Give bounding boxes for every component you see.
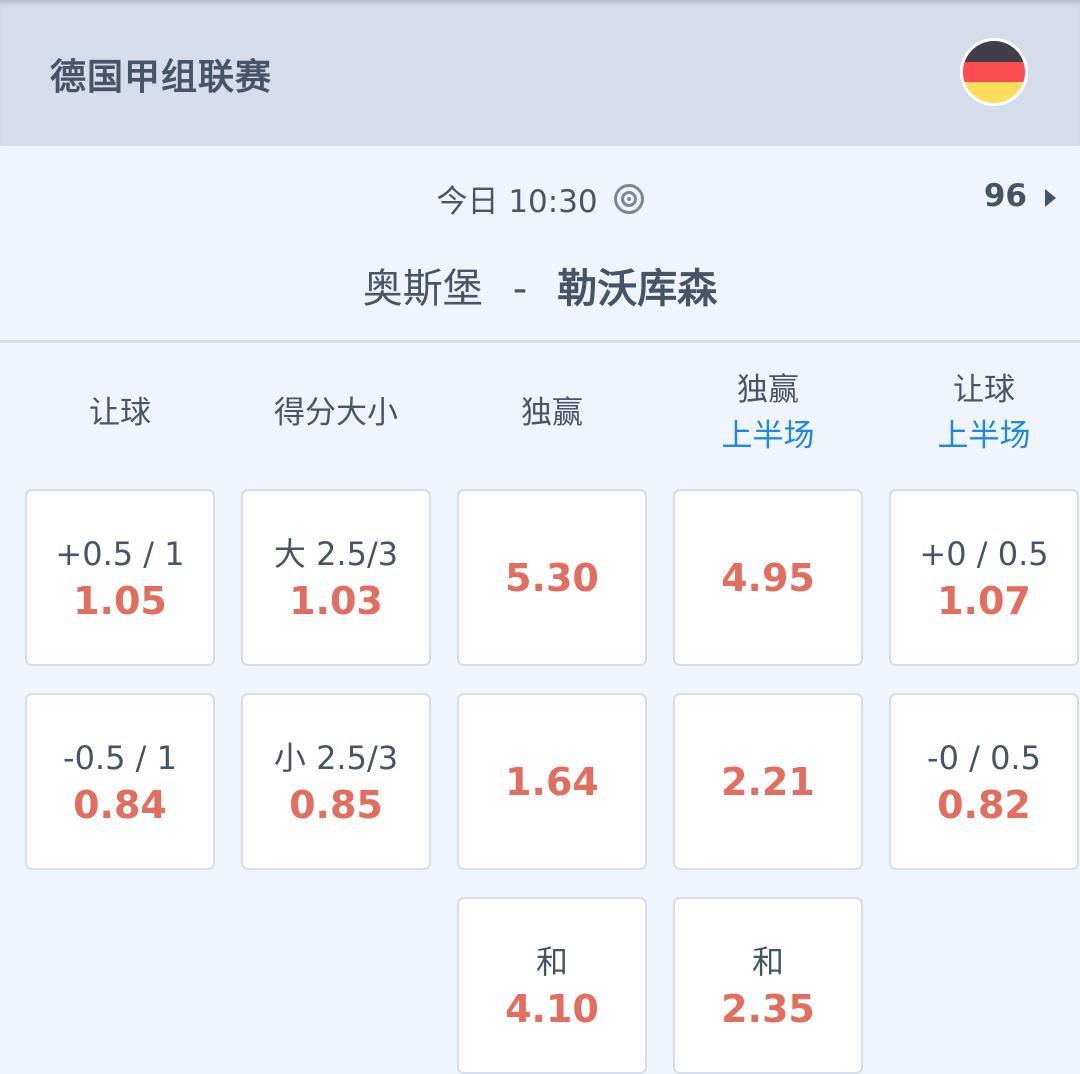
- home-team: 奥斯堡: [362, 266, 483, 312]
- team-separator: -: [512, 266, 528, 312]
- odds-line: 大 2.5/3: [273, 534, 399, 573]
- live-target-icon: [613, 183, 644, 214]
- odds-line: +0.5 / 1: [55, 534, 185, 573]
- odds-button[interactable]: 小 2.5/3 0.85: [241, 693, 431, 870]
- odds-line: -0 / 0.5: [927, 738, 1041, 777]
- odds-button[interactable]: 和 2.35: [673, 897, 863, 1074]
- odds-value: 1.05: [73, 578, 167, 623]
- league-title: 德国甲组联赛: [50, 57, 273, 98]
- odds-button[interactable]: +0 / 0.5 1.07: [889, 489, 1079, 666]
- odds-line: +0 / 0.5: [919, 534, 1049, 573]
- column-title: 让球: [953, 372, 1015, 408]
- chevron-right-icon: [1045, 188, 1056, 207]
- divider: [0, 340, 1080, 343]
- odds-button[interactable]: -0.5 / 1 0.84: [25, 693, 215, 870]
- odds-value: 5.30: [505, 555, 599, 600]
- odds-value: 2.35: [721, 986, 815, 1031]
- odds-value: 0.84: [73, 782, 167, 827]
- away-team: 勒沃库森: [557, 266, 718, 312]
- odds-line: -0.5 / 1: [63, 738, 177, 777]
- odds-value: 1.03: [289, 578, 383, 623]
- odds-value: 0.82: [937, 782, 1031, 827]
- column-subtitle: 上半场: [937, 418, 1031, 454]
- odds-button[interactable]: 大 2.5/3 1.03: [241, 489, 431, 666]
- match-teams: 奥斯堡 - 勒沃库森: [0, 256, 1080, 314]
- odds-button[interactable]: 5.30: [457, 489, 647, 666]
- odds-value: 4.10: [505, 986, 599, 1031]
- more-markets-count: 96: [983, 178, 1027, 214]
- odds-button[interactable]: 2.21: [673, 693, 863, 870]
- column-header: 得分大小: [241, 390, 431, 436]
- odds-button[interactable]: -0 / 0.5 0.82: [889, 693, 1079, 870]
- odds-line: 和: [751, 942, 784, 981]
- odds-line: 和: [535, 942, 568, 981]
- odds-button[interactable]: 4.95: [673, 489, 863, 666]
- column-header: 让球 上半场: [889, 367, 1079, 459]
- odds-button[interactable]: 1.64: [457, 693, 647, 870]
- column-title: 得分大小: [274, 395, 398, 431]
- odds-value: 1.07: [937, 578, 1031, 623]
- odds-value: 2.21: [721, 759, 815, 804]
- germany-flag-icon: [960, 38, 1028, 106]
- odds-value: 0.85: [289, 782, 383, 827]
- more-markets-link[interactable]: 96: [984, 178, 1056, 214]
- column-title: 独赢: [737, 372, 799, 408]
- odds-line: 小 2.5/3: [273, 738, 399, 777]
- match-time-row: 今日 10:30: [0, 176, 1080, 221]
- column-header: 让球: [25, 390, 215, 436]
- odds-button[interactable]: 和 4.10: [457, 897, 647, 1074]
- odds-button[interactable]: +0.5 / 1 1.05: [25, 489, 215, 666]
- odds-value: 4.95: [721, 555, 815, 600]
- column-subtitle: 上半场: [721, 418, 815, 454]
- column-title: 让球: [89, 395, 151, 431]
- column-header: 独赢 上半场: [673, 367, 863, 459]
- match-time: 今日 10:30: [436, 184, 598, 220]
- league-header: 德国甲组联赛: [0, 0, 1080, 146]
- column-title: 独赢: [521, 395, 583, 431]
- odds-value: 1.64: [505, 759, 599, 804]
- column-header: 独赢: [457, 390, 647, 436]
